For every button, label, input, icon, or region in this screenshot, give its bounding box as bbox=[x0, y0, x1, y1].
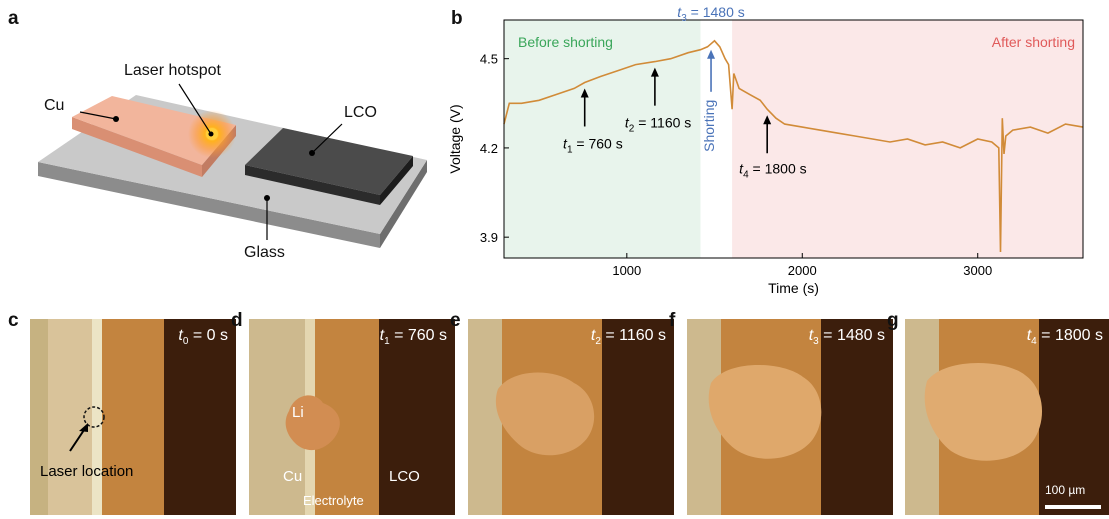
li-deposit-f bbox=[708, 364, 822, 459]
panel-a-letter: a bbox=[8, 8, 19, 29]
electrolyte-label: Electrolyte bbox=[303, 493, 364, 508]
laser-location-label: Laser location bbox=[40, 463, 134, 480]
panel-g-letter: g bbox=[887, 310, 899, 331]
time-label-e: t2 = 1160 s bbox=[590, 327, 666, 348]
x-tick-label-3000: 3000 bbox=[963, 263, 992, 278]
y-tick-label-3.9: 3.9 bbox=[480, 230, 498, 245]
annotation-label-3: t4 = 1800 s bbox=[739, 160, 806, 180]
micrograph-g-image bbox=[905, 319, 1109, 515]
chart-ticks: 1000 2000 3000 3.9 4.2 4.5 bbox=[480, 52, 992, 278]
micrograph-f-image bbox=[687, 319, 893, 515]
annotation-arrowhead-0 bbox=[580, 88, 589, 98]
chart-annotations: t1 = 760 st2 = 1160 s t3 = 1480 s Shorting… bbox=[563, 4, 807, 180]
cu-label: Cu bbox=[44, 97, 65, 114]
time-label-g: t4 = 1800 s bbox=[1026, 327, 1103, 348]
y-tick-label-4.2: 4.2 bbox=[480, 141, 498, 156]
micrograph-e: t2 = 1160 s bbox=[468, 319, 674, 515]
li-deposit-e bbox=[495, 372, 595, 456]
scale-bar-label: 100 µm bbox=[1045, 483, 1086, 497]
glass-leader-dot bbox=[264, 195, 270, 201]
micrograph-g: t4 = 1800 s 100 µm bbox=[905, 319, 1109, 515]
micrograph-f: t3 = 1480 s bbox=[687, 319, 893, 515]
glass-label: Glass bbox=[244, 244, 285, 261]
hotspot-leader bbox=[178, 83, 212, 135]
device-schematic bbox=[38, 83, 427, 248]
shorting-label: Shorting bbox=[701, 100, 717, 152]
laser-location-marker bbox=[83, 406, 105, 428]
lco-top bbox=[245, 128, 413, 195]
chart-series bbox=[503, 39, 1084, 253]
panel-c-letter: c bbox=[8, 310, 19, 331]
annotation-arrowhead-3 bbox=[763, 115, 772, 125]
micrograph-c: t0 = 0 s Laser location bbox=[30, 319, 236, 515]
scale-bar bbox=[1045, 505, 1101, 509]
cu-leader bbox=[79, 111, 117, 120]
laser-hotspot-label: Laser hotspot bbox=[124, 62, 221, 79]
li-deposit-d bbox=[285, 395, 340, 451]
lco-right bbox=[380, 156, 413, 205]
panel-a-illustration bbox=[0, 0, 440, 300]
region-label-1: After shorting bbox=[992, 34, 1075, 50]
lco-label-d: LCO bbox=[389, 468, 420, 485]
li-label: Li bbox=[292, 404, 304, 421]
cu-pad-side bbox=[72, 117, 202, 177]
annotation-arrowhead-1 bbox=[650, 67, 659, 77]
micrograph-d-image bbox=[249, 319, 455, 515]
li-deposit-g bbox=[924, 362, 1043, 461]
lco-leader-dot bbox=[309, 150, 315, 156]
chart-frame bbox=[503, 19, 1084, 259]
micrograph-d: t1 = 760 s Li Cu LCO Electrolyte bbox=[249, 319, 455, 515]
micrograph-c-image bbox=[30, 319, 236, 515]
panel-f-letter: f bbox=[669, 310, 676, 331]
laser-arrow-head bbox=[79, 423, 88, 432]
panel-b-letter: b bbox=[451, 8, 463, 29]
x-tick-label-2000: 2000 bbox=[788, 263, 817, 278]
annotation-label-2: t3 = 1480 s bbox=[677, 4, 744, 24]
voltage-chart-svg: Before shorting After shorting 1000 2000 30… bbox=[447, 4, 1084, 296]
cu-leader-dot bbox=[113, 116, 119, 122]
y-tick-label-4.5: 4.5 bbox=[480, 52, 498, 67]
annotation-arrowhead-2 bbox=[707, 49, 716, 59]
lco-label: LCO bbox=[344, 104, 377, 121]
panel-e-letter: e bbox=[450, 310, 461, 331]
time-label-c: t0 = 0 s bbox=[178, 327, 228, 348]
voltage-chart: Before shorting After shorting 1000 2000 30… bbox=[440, 0, 1109, 300]
glass-side bbox=[38, 162, 380, 248]
glass-right bbox=[380, 160, 427, 248]
time-label-f: t3 = 1480 s bbox=[808, 327, 885, 348]
time-label-d: t1 = 760 s bbox=[379, 327, 447, 348]
panel-d-letter: d bbox=[231, 310, 243, 331]
x-axis-label: Time (s) bbox=[768, 280, 819, 296]
series-line-0 bbox=[503, 39, 1084, 253]
region-label-0: Before shorting bbox=[518, 34, 613, 50]
x-tick-label-1000: 1000 bbox=[612, 263, 641, 278]
y-axis-label: Voltage (V) bbox=[447, 104, 463, 173]
annotation-label-0: t1 = 760 s bbox=[563, 135, 623, 155]
annotation-label-1: t2 = 1160 s bbox=[625, 115, 691, 135]
lco-side bbox=[245, 165, 380, 205]
cu-label-d: Cu bbox=[283, 468, 303, 485]
lco-leader bbox=[311, 123, 343, 154]
hotspot-leader-dot bbox=[208, 131, 214, 137]
micrograph-e-image bbox=[468, 319, 674, 515]
